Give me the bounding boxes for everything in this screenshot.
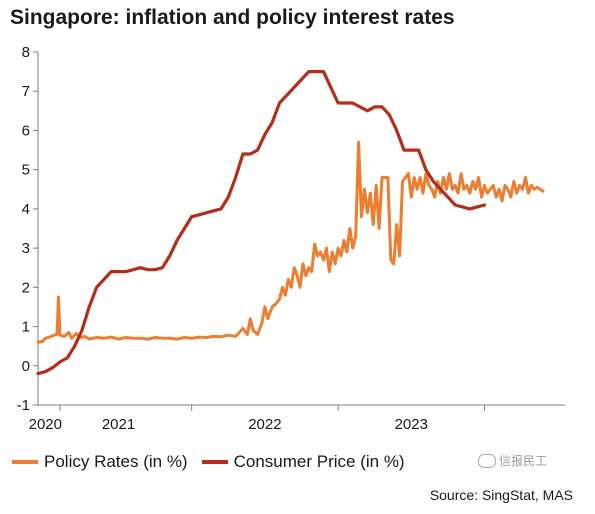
x-tick-label: 2021	[102, 416, 135, 433]
wechat-icon	[478, 453, 496, 468]
series-lines	[36, 70, 545, 376]
watermark: 信报民工	[478, 452, 547, 469]
x-axis: 2020 2021 2022 2023	[29, 404, 565, 433]
y-axis: -1 0 1 2 3 4 5 6 7 8	[17, 44, 39, 414]
legend-item-consumer-price: Consumer Price (in %)	[201, 452, 405, 472]
legend: Policy Rates (in %) Consumer Price (in %…	[12, 452, 419, 472]
legend-label-consumer-price: Consumer Price (in %)	[233, 452, 405, 471]
chart-title: Singapore: inflation and policy interest…	[10, 6, 455, 29]
x-tick-label: 2020	[29, 416, 62, 433]
legend-swatch-consumer-price	[201, 460, 228, 464]
y-tick-label: 1	[22, 319, 30, 336]
y-tick-label: 0	[22, 358, 30, 375]
legend-label-policy-rates: Policy Rates (in %)	[44, 452, 188, 471]
y-tick-label: -1	[17, 397, 30, 414]
x-tick-label: 2022	[248, 416, 281, 433]
legend-swatch-policy-rates	[12, 460, 38, 464]
consumer-price-line	[36, 70, 487, 376]
y-tick-label: 6	[22, 122, 30, 139]
source-note: Source: SingStat, MAS	[429, 487, 573, 503]
y-tick-label: 3	[22, 240, 30, 257]
legend-item-policy-rates: Policy Rates (in %)	[12, 452, 188, 472]
y-tick-label: 4	[22, 201, 30, 218]
y-tick-label: 7	[22, 83, 30, 100]
policy-rates-line	[36, 140, 545, 344]
y-tick-label: 5	[22, 162, 30, 179]
x-tick-label: 2023	[395, 416, 428, 433]
y-tick-label: 2	[22, 279, 30, 296]
y-tick-label: 8	[22, 44, 30, 61]
watermark-text: 信报民工	[499, 454, 548, 468]
